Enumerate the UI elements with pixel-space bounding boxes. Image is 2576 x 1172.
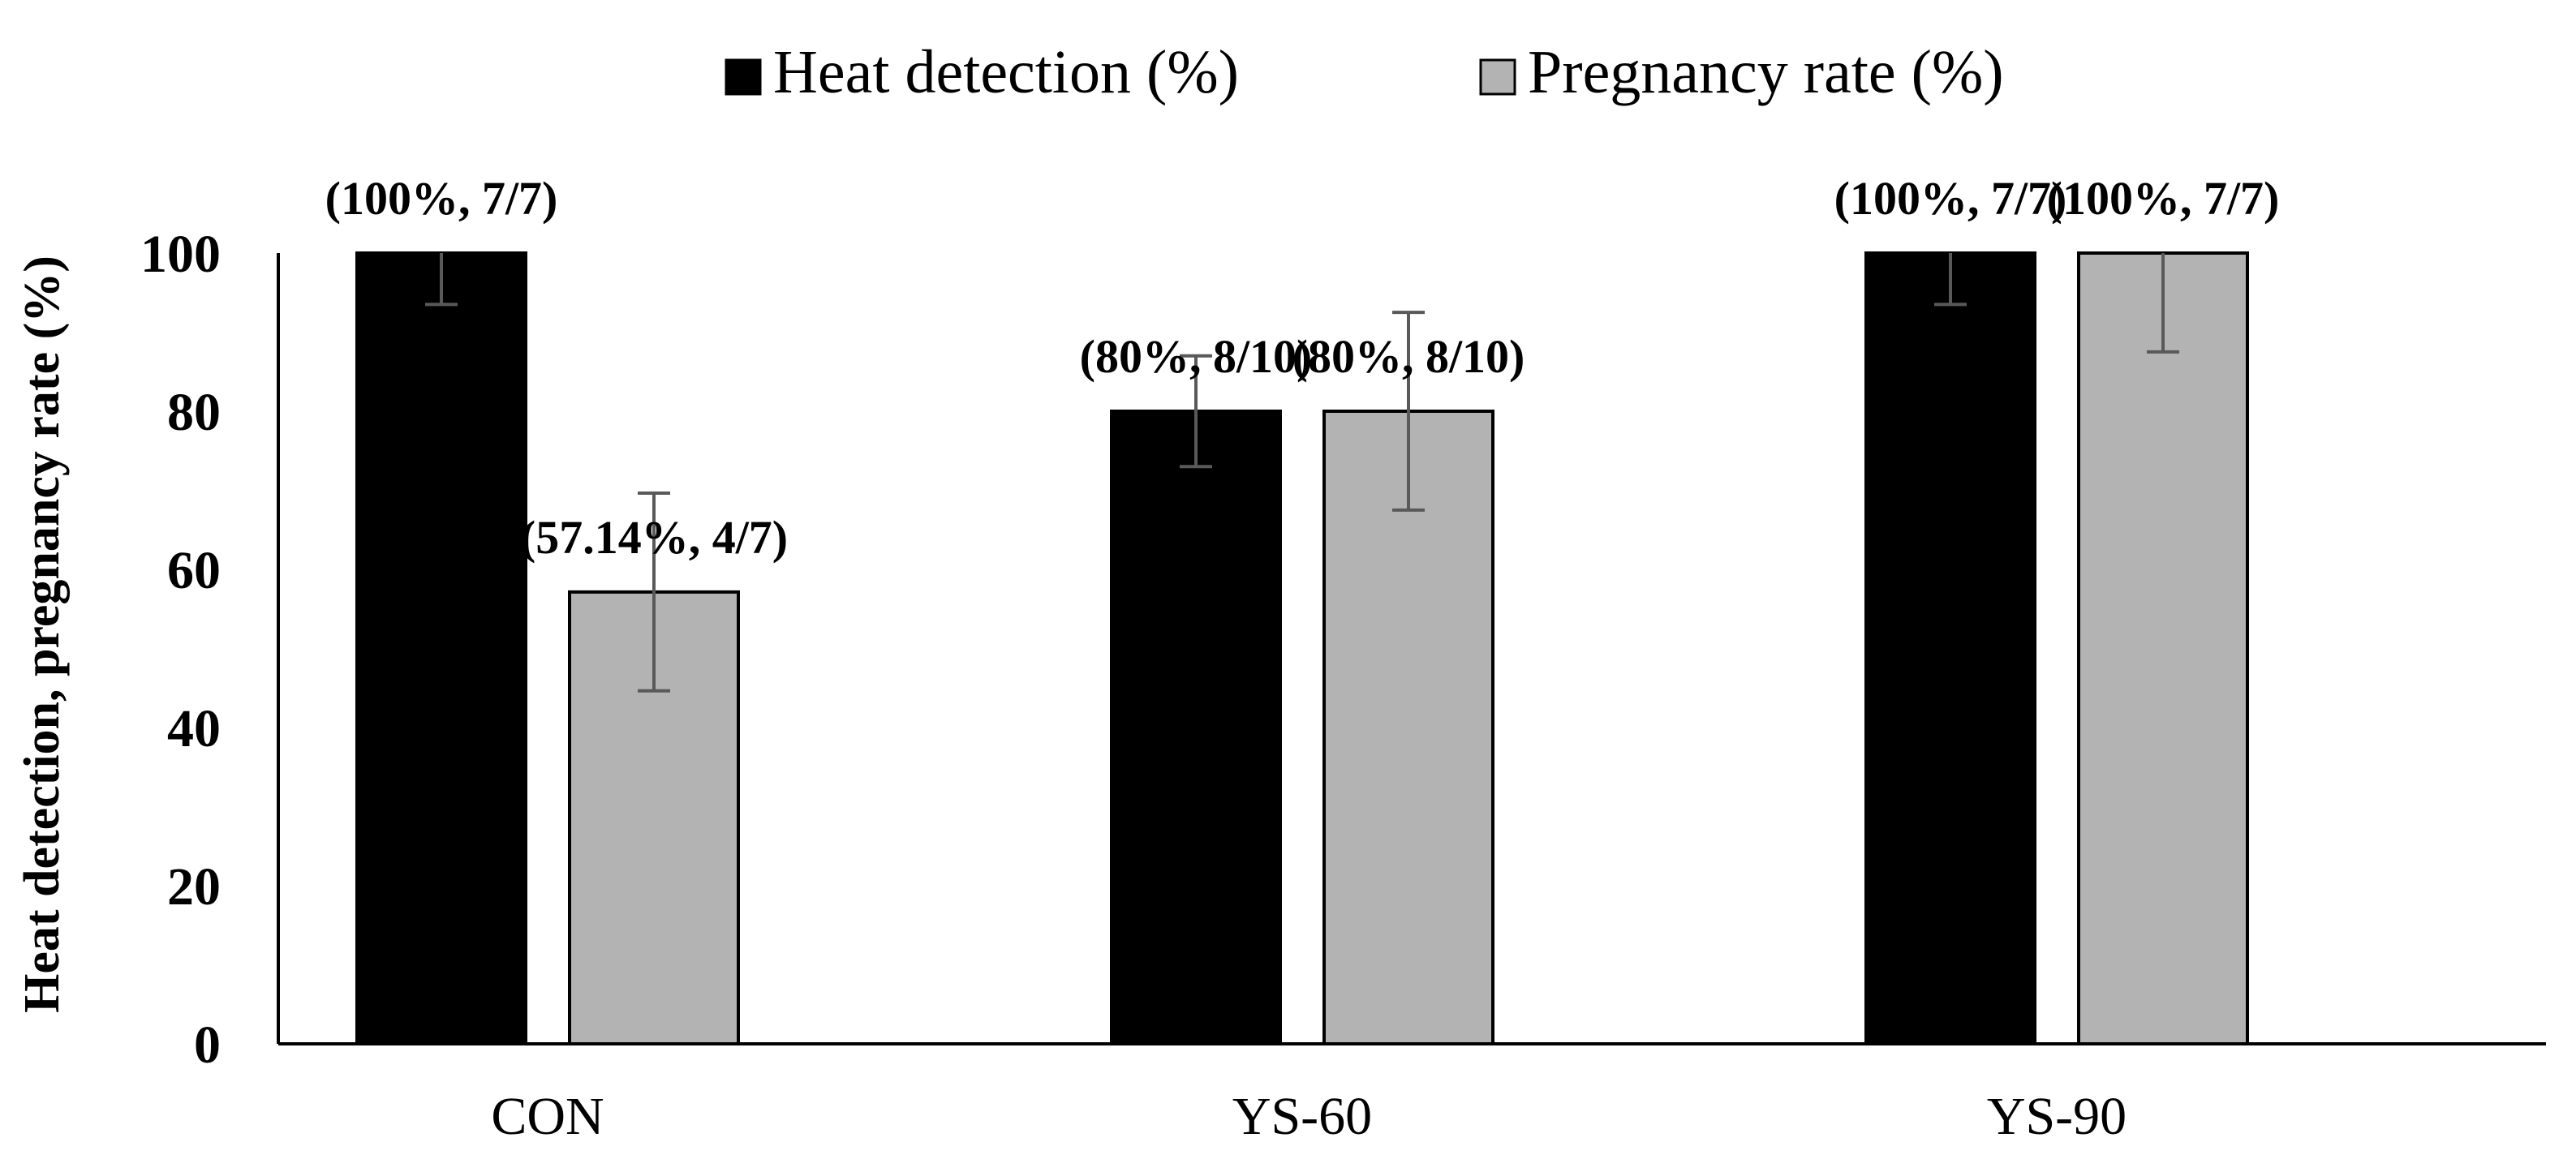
legend: Heat detection (%) Pregnancy rate (%) [725, 38, 2004, 106]
bar-heat-ys-90 [1864, 251, 2036, 1045]
data-label: (80%, 8/10) [1292, 330, 1525, 383]
data-label: (100%, 7/7) [2047, 172, 2280, 225]
legend-label-1: Heat detection (%) [773, 38, 1239, 106]
data-label: (100%, 7/7) [1834, 172, 2067, 225]
error-bars [425, 253, 2179, 693]
bar-pregnancy-ys-90 [2077, 251, 2249, 1045]
y-tick-label: 80 [167, 383, 221, 442]
x-tick-label: CON [491, 1087, 604, 1146]
y-axis-label: Heat detection, pregnancy rate (%) [15, 255, 70, 1013]
x-tick-label: YS-90 [1987, 1087, 2127, 1146]
bar-heat-con [355, 251, 527, 1045]
bar-heat-ys-60 [1110, 410, 1282, 1045]
y-tick-label: 60 [167, 541, 221, 600]
y-tick-label: 40 [167, 699, 221, 758]
y-tick-label: 0 [194, 1015, 221, 1075]
legend-swatch-2 [1479, 58, 1516, 96]
y-tick-label: 100 [140, 225, 221, 284]
y-axis-ticks: 0 20 40 60 80 100 [140, 225, 221, 1075]
legend-label-2: Pregnancy rate (%) [1528, 38, 2004, 106]
data-labels: (100%, 7/7) (80%, 8/10) (100%, 7/7) (57.14%… [325, 172, 2280, 564]
bar-pregnancy-ys-60 [1322, 410, 1494, 1045]
data-label: (57.14%, 4/7) [520, 511, 788, 564]
x-axis-ticks: CON YS-60 YS-90 [491, 1087, 2127, 1146]
x-tick-label: YS-60 [1232, 1087, 1372, 1146]
legend-swatch-1 [725, 58, 762, 96]
data-label: (80%, 8/10) [1080, 330, 1313, 383]
y-tick-label: 20 [167, 857, 221, 917]
bars [355, 251, 2249, 1045]
data-label: (100%, 7/7) [325, 172, 558, 225]
